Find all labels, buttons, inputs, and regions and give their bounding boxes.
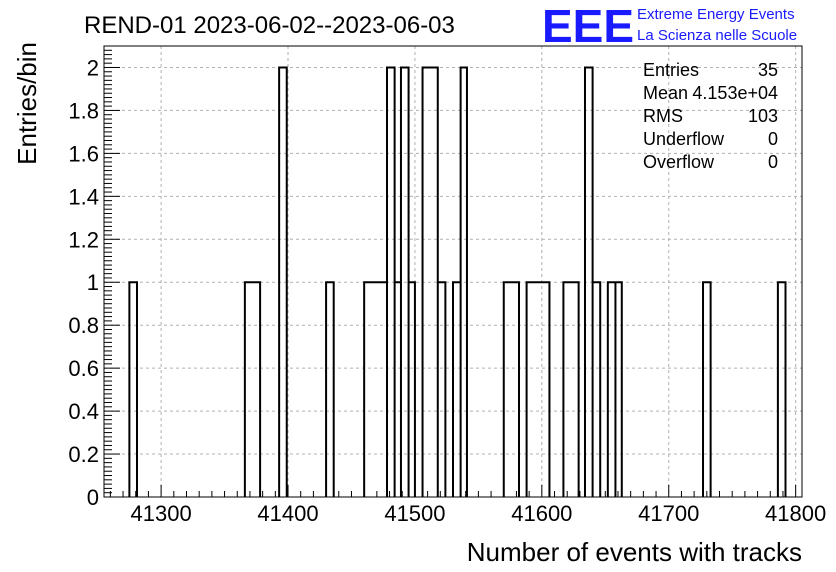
y-tick-label: 1 <box>87 270 99 295</box>
x-tick-label: 41500 <box>384 501 445 526</box>
x-tick-label: 41800 <box>765 501 826 526</box>
histogram-bin <box>778 282 786 497</box>
histogram-outline <box>128 66 787 497</box>
eee-logo-mark: EEE <box>542 0 634 52</box>
x-tick-label: 41700 <box>638 501 699 526</box>
stat-label: RMS <box>643 106 683 126</box>
eee-logo-line1: Extreme Energy Events <box>637 6 795 23</box>
x-tick-label: 41400 <box>257 501 318 526</box>
stat-label: Overflow <box>643 152 715 172</box>
y-tick-label: 2 <box>87 55 99 80</box>
histogram-bin <box>504 282 519 497</box>
stat-label: Entries <box>643 60 699 80</box>
histogram-bars <box>128 66 787 497</box>
x-tick-label: 41300 <box>131 501 192 526</box>
y-tick-label: 0.8 <box>68 313 99 338</box>
histogram-bin <box>608 282 616 497</box>
y-tick-label: 0.4 <box>68 399 99 424</box>
stat-value: 4.153e+04 <box>692 83 778 103</box>
histogram-bin <box>326 282 334 497</box>
stats-box: Entries 35 Mean 4.153e+04 RMS 103 Underflow 0 Ov… <box>643 60 778 172</box>
stat-value: 35 <box>758 60 778 80</box>
chart-title: REND-01 2023-06-02--2023-06-03 <box>84 12 455 39</box>
histogram-bin <box>563 282 578 497</box>
histogram-bin <box>593 282 601 497</box>
stat-label: Underflow <box>643 129 725 149</box>
x-axis: 41300 41400 41500 41600 41700 41800 <box>109 485 826 526</box>
y-axis: 0 0.2 0.4 0.6 0.8 1 1.2 1.4 1.6 1.8 2 <box>68 45 120 510</box>
y-tick-label: 0 <box>87 485 99 510</box>
histogram-bin <box>245 282 260 497</box>
y-tick-label: 1.6 <box>68 141 99 166</box>
eee-logo: EEE Extreme Energy Events La Scienza nel… <box>542 0 797 52</box>
stat-value: 103 <box>748 106 778 126</box>
y-tick-label: 1.2 <box>68 227 99 252</box>
y-axis-label: Entries/bin <box>12 42 42 165</box>
stat-label: Mean <box>643 83 688 103</box>
x-axis-label: Number of events with tracks <box>467 537 802 567</box>
y-tick-label: 1.8 <box>68 98 99 123</box>
histogram-bin <box>129 282 137 497</box>
stat-value: 0 <box>768 152 778 172</box>
x-tick-label: 41600 <box>511 501 572 526</box>
y-tick-label: 0.2 <box>68 442 99 467</box>
eee-logo-line2: La Scienza nelle Scuole <box>637 27 797 44</box>
histogram-bin <box>527 282 550 497</box>
stat-value: 0 <box>768 129 778 149</box>
histogram-bin <box>453 282 461 497</box>
histogram-bin <box>438 282 446 497</box>
histogram-bin <box>703 282 711 497</box>
y-tick-label: 1.4 <box>68 184 99 209</box>
histogram-bin <box>364 282 387 497</box>
y-tick-label: 0.6 <box>68 356 99 381</box>
